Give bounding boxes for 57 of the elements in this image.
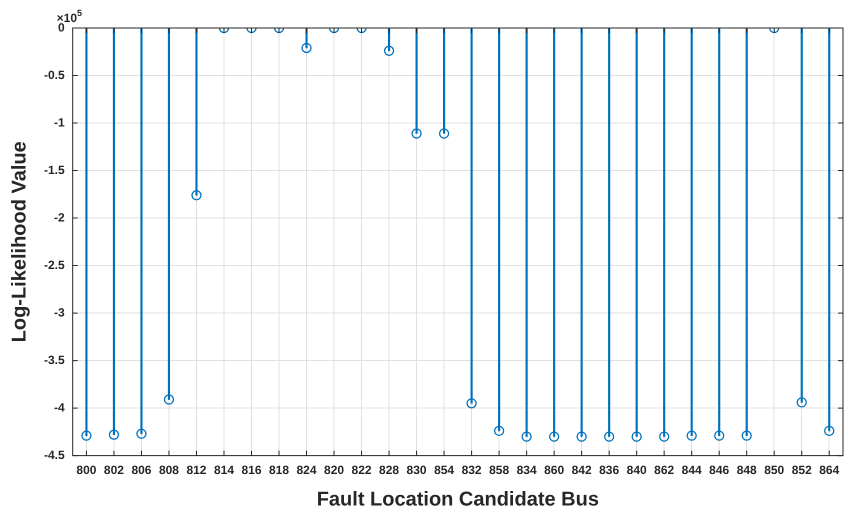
- x-tick-label: 836: [599, 463, 620, 478]
- point: [632, 431, 642, 442]
- point: [714, 430, 724, 441]
- x-tick-label: 858: [489, 463, 510, 478]
- point: [466, 398, 477, 408]
- point: [659, 431, 670, 442]
- x-tick-label: 850: [764, 463, 785, 478]
- y-tick-label: -3: [54, 305, 65, 320]
- y-tick-label: -1.5: [44, 162, 65, 177]
- x-tick-label: 840: [626, 463, 647, 478]
- x-tick-label: 824: [296, 463, 317, 478]
- x-tick-label: 812: [186, 463, 207, 478]
- y-tick-label: -4: [54, 400, 65, 414]
- x-tick-label: 816: [241, 463, 262, 478]
- y-tick-label: -0.5: [44, 68, 65, 82]
- point: [191, 190, 202, 200]
- x-tick-label: 844: [682, 463, 702, 478]
- point: [576, 431, 587, 442]
- point: [686, 430, 697, 441]
- x-tick-label: 802: [104, 463, 124, 478]
- x-tick-label: 842: [572, 463, 592, 478]
- x-tick-label: 806: [131, 463, 152, 478]
- x-tick-label: 800: [76, 463, 97, 478]
- x-tick-label: 808: [158, 463, 180, 478]
- point: [824, 426, 834, 436]
- x-tick-label: 854: [434, 463, 454, 478]
- y-tick-label: -2.5: [44, 258, 65, 272]
- x-tick-label: 818: [269, 463, 290, 478]
- x-tick-label: 852: [792, 463, 812, 478]
- point: [604, 431, 614, 442]
- y-tick-label: -4.5: [44, 448, 65, 462]
- x-tick-label: 814: [214, 463, 234, 478]
- x-tick-label: 822: [352, 463, 372, 478]
- point: [81, 430, 92, 441]
- x-tick-label: 828: [379, 463, 400, 478]
- x-axis-title: Fault Location Candidate Bus: [316, 488, 599, 511]
- y-tick-label: -3.5: [44, 352, 65, 367]
- x-tick-label: 864: [819, 463, 840, 478]
- x-tick-label: 860: [544, 463, 564, 478]
- x-tick-label: 830: [406, 463, 427, 478]
- x-tick-label: 820: [324, 463, 344, 478]
- point: [521, 431, 532, 442]
- y-tick-label: -2: [54, 210, 65, 224]
- point: [164, 394, 174, 405]
- x-tick-label: 834: [516, 463, 537, 478]
- x-tick-label: 846: [709, 463, 730, 478]
- point: [796, 397, 807, 408]
- y-tick-label: -1: [54, 115, 65, 130]
- x-tick-label: 832: [462, 463, 482, 478]
- point: [494, 426, 504, 436]
- point: [136, 428, 147, 439]
- point: [548, 431, 560, 442]
- x-tick-label: 862: [654, 463, 675, 478]
- x-tick-label: 848: [736, 463, 758, 478]
- point: [742, 430, 752, 441]
- y-axis-title: Log-Likelihood Value: [8, 141, 31, 342]
- point: [108, 430, 120, 440]
